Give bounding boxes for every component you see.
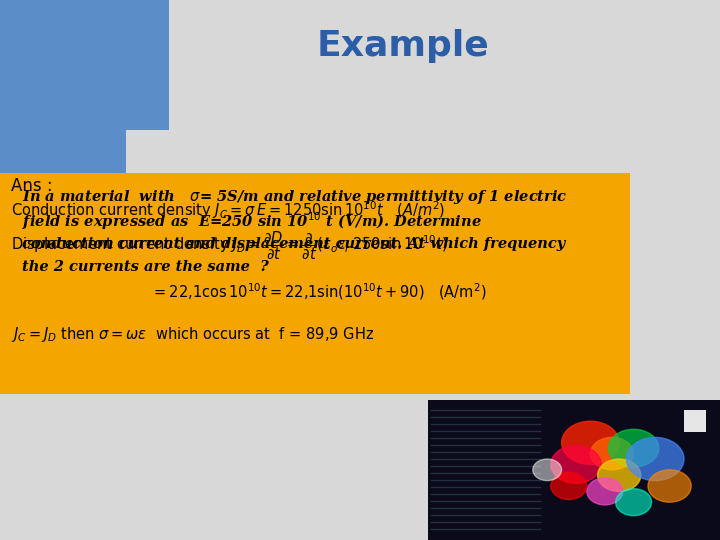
Bar: [428, 400, 720, 540]
Circle shape: [590, 437, 634, 470]
Bar: [0, 124, 126, 178]
Text: In a material  with   $\sigma$= 5S/m and relative permittivity of 1 electric: In a material with $\sigma$= 5S/m and re…: [22, 188, 567, 206]
Circle shape: [562, 421, 619, 464]
Bar: [0, 0, 169, 130]
Text: the 2 currents are the same  ?: the 2 currents are the same ?: [22, 260, 269, 274]
Circle shape: [533, 459, 562, 481]
Text: $J_C = J_D$ then $\sigma = \omega\varepsilon$  which occurs at  f = 89,9 GHz: $J_C = J_D$ then $\sigma = \omega\vareps…: [11, 325, 374, 345]
Bar: [684, 410, 706, 432]
Circle shape: [551, 446, 601, 483]
Circle shape: [616, 489, 652, 516]
Text: field is expressed as  E=250 sin 10$^{10}$ t (V/m). Determine: field is expressed as E=250 sin 10$^{10}…: [22, 211, 482, 232]
Circle shape: [598, 459, 641, 491]
Circle shape: [626, 437, 684, 481]
Text: Example: Example: [317, 29, 490, 63]
Circle shape: [587, 478, 623, 505]
Circle shape: [551, 472, 587, 500]
Text: Ans :: Ans :: [11, 177, 53, 195]
Bar: [0, 173, 630, 394]
Text: Displacement current density $J_D = \dfrac{\partial D}{\partial t} = \dfrac{\par: Displacement current density $J_D = \dfr…: [11, 230, 447, 262]
Text: $= 22{,}1\cos10^{10}t = 22{,}1\sin(10^{10}t+90)\quad(\mathrm{A/m^2})$: $= 22{,}1\cos10^{10}t = 22{,}1\sin(10^{1…: [151, 281, 487, 302]
Circle shape: [648, 470, 691, 502]
Text: conduction current and displacement current. At which frequency: conduction current and displacement curr…: [22, 237, 565, 251]
Circle shape: [608, 429, 659, 467]
Text: Conduction current density $J_C = \sigma\,E = 1250\sin10^{10}t\quad(A/m^2)$: Conduction current density $J_C = \sigma…: [11, 200, 445, 221]
